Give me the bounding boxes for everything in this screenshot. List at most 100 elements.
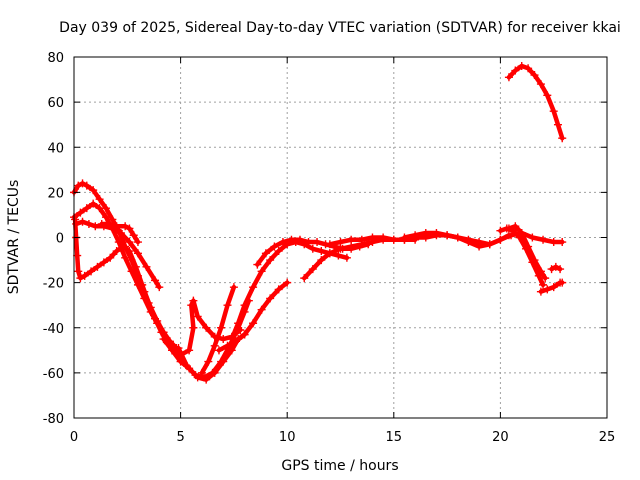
data-point [530, 256, 539, 265]
data-point [127, 267, 136, 276]
data-point [138, 280, 147, 289]
data-point [155, 283, 164, 292]
data-point [187, 301, 196, 310]
data-point [541, 274, 550, 283]
data-point [551, 262, 560, 271]
data-point [133, 238, 142, 247]
data-point [313, 238, 322, 247]
data-point [274, 247, 283, 256]
data-point [504, 231, 513, 240]
data-point [125, 247, 134, 256]
data-point [73, 251, 82, 260]
series-arc-18 [536, 278, 567, 296]
data-point [379, 233, 388, 242]
data-point [176, 350, 185, 359]
data-point [553, 120, 562, 129]
data-point [223, 341, 232, 350]
data-point [197, 368, 206, 377]
data-point [443, 231, 452, 240]
data-point [261, 249, 270, 258]
series-arc-9 [197, 283, 238, 377]
data-point [421, 228, 430, 237]
data-point [219, 335, 228, 344]
y-tick-label: -40 [43, 322, 64, 337]
series-arc-15 [400, 228, 513, 251]
data-point [511, 66, 520, 75]
data-point [317, 256, 326, 265]
data-point [547, 265, 556, 274]
data-point [266, 256, 275, 265]
data-point [336, 244, 345, 253]
data-point [76, 274, 85, 283]
data-point [342, 253, 351, 262]
data-point [270, 242, 279, 251]
data-point [101, 213, 110, 222]
data-point [496, 235, 505, 244]
data-point [214, 346, 223, 355]
data-point [78, 179, 87, 188]
data-point [549, 107, 558, 116]
data-point [125, 224, 134, 233]
data-point [223, 301, 232, 310]
chart-title: Day 039 of 2025, Sidereal Day-to-day VTE… [59, 20, 621, 36]
series-arc-11 [227, 238, 351, 344]
data-series [70, 62, 567, 384]
data-point [287, 235, 296, 244]
y-tick-label: 80 [47, 51, 64, 66]
data-point [504, 73, 513, 82]
data-point [157, 328, 166, 337]
y-tick-label: 40 [47, 141, 64, 156]
data-point [131, 262, 140, 271]
data-point [496, 226, 505, 235]
data-point [558, 278, 567, 287]
data-point [283, 278, 292, 287]
data-point [524, 242, 533, 251]
data-point [558, 238, 567, 247]
y-tick-label: 0 [56, 232, 64, 247]
data-point [185, 346, 194, 355]
series-arc-5 [71, 215, 177, 355]
data-point [368, 233, 377, 242]
data-point [116, 228, 125, 237]
data-point [125, 238, 134, 247]
axes: 0 5 10 15 20 25 -80 -60 -40 -20 0 20 40 60 80 [43, 51, 616, 445]
data-point [204, 357, 213, 366]
data-point [76, 208, 85, 217]
data-point [200, 373, 209, 382]
y-tick-label: 20 [47, 186, 64, 201]
data-point [119, 242, 128, 251]
data-point [504, 224, 513, 233]
y-axis-label: SDTVAR / TECUs [6, 180, 22, 295]
series-arc-8 [176, 296, 245, 359]
data-point [539, 280, 548, 289]
data-point [189, 296, 198, 305]
data-point [334, 251, 343, 260]
data-point [114, 238, 123, 247]
data-point [87, 267, 96, 276]
data-point [558, 134, 567, 143]
data-point [151, 276, 160, 285]
data-point [536, 287, 545, 296]
y-tick-label: -80 [43, 412, 64, 427]
series-arc-10 [214, 278, 292, 355]
data-point [464, 238, 473, 247]
data-point [543, 285, 552, 294]
data-point [336, 238, 345, 247]
y-tick-label: -20 [43, 277, 64, 292]
data-point [543, 91, 552, 100]
data-point [182, 362, 191, 371]
x-tick-label: 20 [492, 430, 509, 445]
data-point [325, 249, 334, 258]
data-point [142, 262, 151, 271]
data-point [304, 238, 313, 247]
data-point [99, 258, 108, 267]
data-point [278, 238, 287, 247]
data-point [300, 274, 309, 283]
x-tick-label: 15 [386, 430, 403, 445]
data-point [208, 368, 217, 377]
data-point [249, 283, 258, 292]
data-point [389, 235, 398, 244]
data-point [347, 242, 356, 251]
data-point [106, 253, 115, 262]
